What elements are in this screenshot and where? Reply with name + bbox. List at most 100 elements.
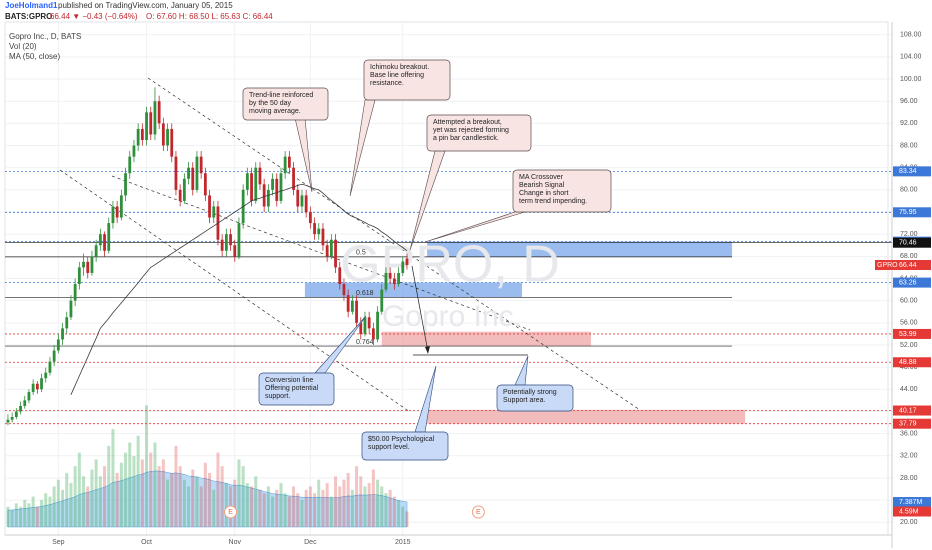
volume-bar — [23, 499, 27, 527]
callout-text: Trend-line reinforced — [249, 92, 313, 99]
candle-body — [380, 289, 384, 312]
candle-body — [334, 239, 337, 268]
volume-bar — [292, 486, 296, 527]
y-tick-label: 68.00 — [900, 253, 918, 260]
candle-body — [149, 112, 153, 135]
volume-bar — [279, 483, 283, 527]
y-tick-label: 108.00 — [900, 32, 922, 39]
volume-bar — [191, 469, 195, 527]
candle-body — [224, 234, 228, 251]
volume-bar — [40, 499, 44, 527]
candle-body — [321, 228, 325, 246]
volume-bar — [321, 489, 325, 527]
candle-body — [48, 361, 52, 373]
x-tick-label: Oct — [141, 539, 152, 546]
candle-body — [56, 339, 60, 351]
volume-bar — [355, 466, 359, 527]
volume-bar — [69, 483, 73, 527]
ma-line — [70, 183, 408, 395]
chart-overlay: 108.00104.00100.0096.0092.0088.0084.0080… — [5, 22, 931, 548]
volume-bar — [300, 499, 304, 527]
volume-bar — [90, 469, 94, 527]
candle-body — [233, 245, 237, 257]
volume-bar — [334, 476, 338, 527]
candle-body — [6, 419, 10, 423]
volume-bar — [149, 452, 153, 527]
x-tick-label: Dec — [304, 539, 317, 546]
volume-bar — [61, 489, 65, 527]
candle-body — [405, 258, 409, 265]
volume-bar — [313, 493, 317, 527]
volume-bar — [266, 486, 270, 527]
candle-body — [27, 392, 31, 401]
candle-body — [392, 278, 396, 285]
last-price-symbol: GPRO — [877, 262, 898, 269]
candle-body — [292, 167, 295, 190]
volume-bar — [145, 405, 149, 527]
callout-box — [512, 169, 612, 213]
volume-bar — [212, 489, 216, 527]
volume-bar — [187, 486, 191, 527]
y-tick-label: 48.00 — [900, 364, 918, 371]
volume-bar — [220, 466, 224, 527]
candle-body — [132, 145, 136, 157]
earnings-label: E — [476, 509, 481, 516]
candle-body — [77, 267, 81, 285]
candle-body — [250, 173, 253, 201]
candle-body — [203, 173, 207, 196]
candle-body — [359, 322, 363, 334]
level-label-box — [893, 357, 931, 368]
volume-bar — [392, 496, 396, 527]
callout-text: resistance. — [370, 80, 404, 87]
volume-label: 4.59M — [899, 508, 919, 515]
candle-body — [266, 189, 270, 207]
callout-text: by the 50 day — [249, 100, 292, 107]
y-tick-label: 52.00 — [900, 342, 918, 349]
candle-body — [195, 156, 199, 190]
callout-box — [363, 59, 451, 101]
volume-bar — [405, 511, 409, 527]
candle-body — [10, 416, 14, 420]
volume-bar — [329, 496, 333, 527]
volume-bar — [140, 459, 144, 527]
volume-bar — [216, 452, 220, 527]
volume-bar — [182, 479, 186, 527]
arrow-head — [425, 346, 430, 354]
trend-line — [111, 175, 531, 331]
y-tick-label: 56.00 — [900, 320, 918, 327]
volume-bar — [103, 466, 107, 527]
candle-body — [350, 300, 354, 312]
candle-body — [19, 405, 22, 412]
volume-bar — [371, 469, 375, 527]
volume-bar — [111, 429, 115, 527]
volume-bar — [338, 486, 342, 527]
level-label-box — [893, 166, 931, 177]
candle-body — [86, 261, 90, 273]
volume-bar — [107, 445, 111, 527]
candle-body — [31, 383, 35, 393]
candle-body — [208, 195, 211, 218]
last-price-value: 66.44 — [899, 262, 917, 269]
candle-body — [199, 156, 203, 174]
callout-text: Bearish Signal — [519, 182, 565, 189]
y-tick-label: 72.00 — [900, 231, 918, 238]
y-tick-label: 60.00 — [900, 298, 918, 305]
callout-text: Ichimoku breakout. — [370, 64, 429, 71]
volume-bar — [19, 506, 23, 527]
candle-body — [140, 128, 144, 141]
volume-bar — [325, 483, 329, 527]
volume-bar — [199, 486, 203, 527]
candle-body — [166, 128, 169, 146]
author: JoeHolmand1 — [5, 1, 58, 10]
volume-bar — [241, 466, 245, 527]
candle-body — [317, 228, 321, 235]
quote: 66.44 ▼ −0.43 (−0.64%) — [50, 12, 138, 21]
candle-body — [124, 173, 127, 196]
candle-body — [153, 101, 157, 135]
level-label-box — [893, 328, 931, 339]
candle-body — [178, 189, 182, 201]
volume-bar — [245, 483, 249, 527]
y-tick-label: 92.00 — [900, 120, 918, 127]
level-label: 40.17 — [899, 407, 917, 414]
callout-text: $50.00 Psychological — [368, 436, 435, 443]
